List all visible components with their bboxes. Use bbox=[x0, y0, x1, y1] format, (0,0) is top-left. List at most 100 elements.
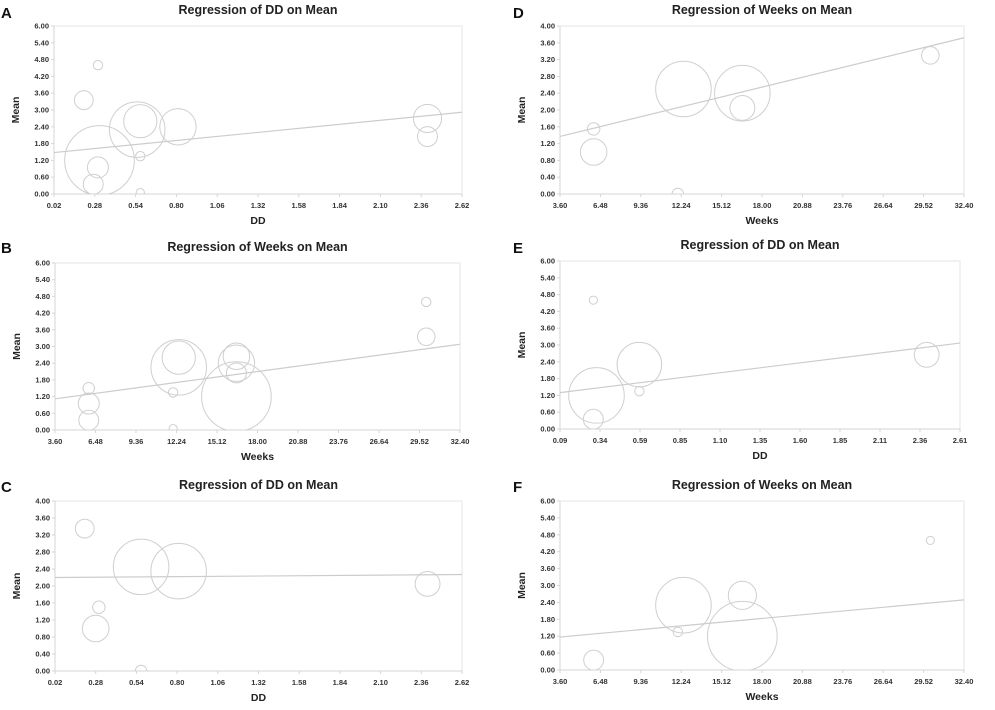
x-tick-label-a: 1.06 bbox=[210, 201, 225, 210]
x-tick-label-a: 0.80 bbox=[169, 201, 184, 210]
y-tick-label-f: 6.00 bbox=[540, 497, 555, 506]
bubble-point-a bbox=[64, 125, 135, 194]
y-tick-label-c: 4.00 bbox=[35, 497, 50, 506]
y-tick-label-f: 4.20 bbox=[540, 547, 555, 556]
x-tick-label-e: 0.09 bbox=[553, 436, 568, 445]
y-tick-label-c: 0.40 bbox=[35, 650, 50, 659]
bubble-point-b bbox=[78, 409, 100, 430]
y-axis-label-f: Mean bbox=[516, 572, 528, 599]
x-tick-label-e: 1.10 bbox=[713, 436, 728, 445]
panel-letter-f: F bbox=[513, 479, 522, 496]
y-tick-label-b: 3.00 bbox=[35, 342, 50, 351]
y-tick-label-a: 4.20 bbox=[34, 72, 49, 81]
y-tick-label-f: 5.40 bbox=[540, 513, 555, 522]
x-axis-label-e: DD bbox=[752, 450, 768, 462]
y-tick-label-a: 6.00 bbox=[34, 22, 49, 31]
bubble-point-a bbox=[123, 104, 158, 139]
panel-letter-c: C bbox=[1, 479, 12, 496]
bubble-point-c bbox=[92, 600, 106, 614]
x-tick-label-b: 18.00 bbox=[248, 437, 267, 446]
x-tick-label-a: 2.62 bbox=[455, 201, 470, 210]
plot-area-a bbox=[53, 25, 463, 195]
x-tick-label-d: 32.40 bbox=[955, 201, 974, 210]
x-tick-label-b: 32.40 bbox=[451, 437, 470, 446]
bubbles-c bbox=[74, 518, 441, 671]
x-tick-label-a: 2.36 bbox=[414, 201, 429, 210]
chart-title-c: Regression of DD on Mean bbox=[179, 478, 338, 492]
y-tick-label-c: 0.80 bbox=[35, 633, 50, 642]
y-tick-label-a: 3.60 bbox=[34, 89, 49, 98]
bubble-point-f bbox=[707, 600, 778, 670]
chart-title-f: Regression of Weeks on Mean bbox=[672, 478, 852, 492]
y-tick-label-f: 0.60 bbox=[540, 649, 555, 658]
y-tick-label-d: 0.80 bbox=[540, 156, 555, 165]
panel-letter-a: A bbox=[1, 5, 12, 22]
y-tick-label-e: 1.80 bbox=[540, 374, 555, 383]
bubble-point-a bbox=[73, 90, 94, 111]
x-tick-label-a: 1.84 bbox=[332, 201, 347, 210]
y-tick-label-c: 1.60 bbox=[35, 599, 50, 608]
bubble-point-a bbox=[82, 173, 104, 194]
chart-title-d: Regression of Weeks on Mean bbox=[672, 3, 852, 17]
y-tick-label-b: 3.60 bbox=[35, 325, 50, 334]
x-tick-label-a: 0.54 bbox=[128, 201, 143, 210]
x-tick-label-d: 3.60 bbox=[553, 201, 568, 210]
y-tick-label-a: 3.00 bbox=[34, 106, 49, 115]
bubble-point-d bbox=[921, 46, 940, 65]
y-tick-label-d: 0.40 bbox=[540, 173, 555, 182]
y-tick-label-f: 4.80 bbox=[540, 530, 555, 539]
x-tick-label-b: 6.48 bbox=[88, 437, 103, 446]
x-tick-label-a: 1.58 bbox=[291, 201, 306, 210]
x-tick-label-d: 15.12 bbox=[712, 201, 731, 210]
bubble-point-e bbox=[616, 341, 663, 388]
x-axis-label-d: Weeks bbox=[745, 215, 778, 227]
bubble-point-a bbox=[92, 60, 104, 71]
x-tick-label-e: 1.85 bbox=[833, 436, 848, 445]
y-tick-label-b: 5.40 bbox=[35, 275, 50, 284]
panel-letter-b: B bbox=[1, 240, 12, 257]
plot-area-d bbox=[559, 25, 965, 195]
x-tick-label-c: 0.54 bbox=[129, 678, 144, 687]
y-tick-label-f: 0.00 bbox=[540, 666, 555, 675]
x-tick-label-e: 2.36 bbox=[913, 436, 928, 445]
x-tick-label-c: 0.80 bbox=[170, 678, 185, 687]
y-tick-label-c: 0.00 bbox=[35, 667, 50, 676]
y-tick-label-b: 6.00 bbox=[35, 259, 50, 268]
plot-area-b bbox=[54, 262, 461, 431]
y-tick-label-c: 3.60 bbox=[35, 514, 50, 523]
y-tick-label-d: 4.00 bbox=[540, 22, 555, 31]
y-tick-label-e: 2.40 bbox=[540, 357, 555, 366]
panel-c: C Regression of DD on Mean 0.00 0.40 0.80 1.2… bbox=[1, 478, 469, 704]
bubble-point-b bbox=[150, 339, 208, 396]
x-tick-label-e: 0.59 bbox=[633, 436, 648, 445]
y-tick-label-b: 1.80 bbox=[35, 375, 50, 384]
y-tick-label-f: 3.60 bbox=[540, 564, 555, 573]
bubble-point-d bbox=[671, 187, 685, 194]
bubble-point-e bbox=[588, 295, 598, 305]
x-axis-label-b: Weeks bbox=[241, 451, 274, 463]
panel-a: A Regression of DD on Mean 0.00 0.60 1.20 1.8… bbox=[1, 3, 469, 227]
x-tick-label-e: 1.35 bbox=[753, 436, 768, 445]
bubble-point-c bbox=[414, 570, 441, 597]
y-tick-label-c: 1.20 bbox=[35, 616, 50, 625]
bubble-point-b bbox=[82, 381, 96, 395]
chart-title-b: Regression of Weeks on Mean bbox=[167, 240, 347, 254]
bubble-point-b bbox=[167, 387, 179, 398]
regression-line-a bbox=[53, 111, 463, 154]
y-tick-label-d: 3.20 bbox=[540, 55, 555, 64]
x-tick-label-b: 9.36 bbox=[129, 437, 144, 446]
regression-line-b bbox=[54, 343, 461, 400]
bubble-point-f bbox=[655, 576, 712, 634]
bubble-point-e bbox=[582, 408, 604, 429]
y-tick-label-a: 1.80 bbox=[34, 139, 49, 148]
y-tick-label-a: 4.80 bbox=[34, 55, 49, 64]
bubble-point-b bbox=[421, 296, 432, 308]
chart-title-e: Regression of DD on Mean bbox=[680, 238, 839, 252]
bubble-point-f bbox=[583, 649, 605, 670]
plot-area-e bbox=[559, 260, 961, 430]
x-tick-label-f: 23.76 bbox=[833, 677, 852, 686]
panel-e: E Regression of DD on Mean 0.00 0.60 1.20 1.8… bbox=[513, 238, 967, 462]
x-tick-label-b: 23.76 bbox=[329, 437, 348, 446]
bubble-point-c bbox=[81, 614, 110, 643]
